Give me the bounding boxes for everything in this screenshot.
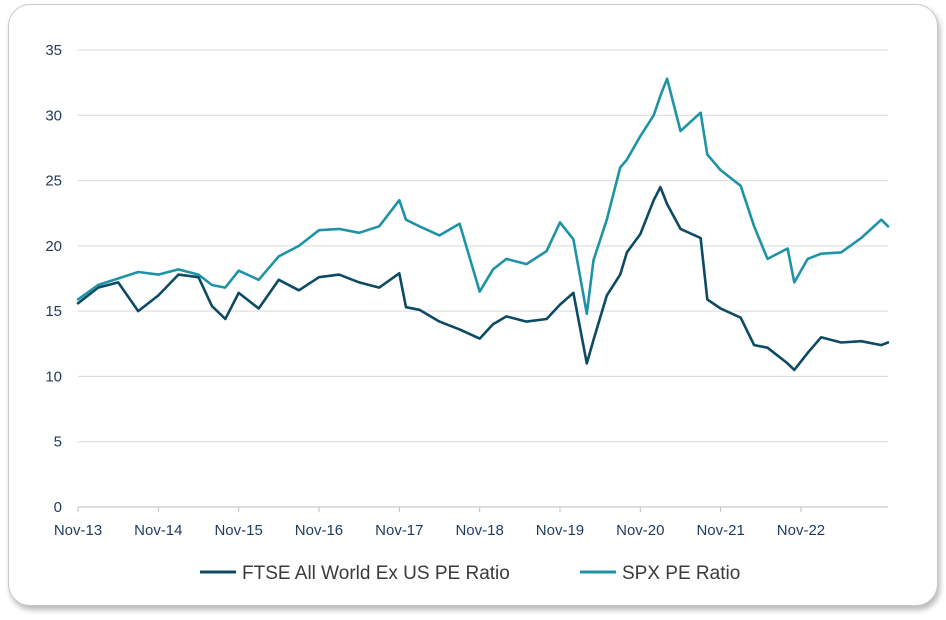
legend: FTSE All World Ex US PE Ratio SPX PE Rati… <box>200 563 740 584</box>
y-tick-label: 0 <box>54 499 62 516</box>
x-tick-label: Nov-14 <box>134 522 182 539</box>
series-line-2 <box>76 77 890 316</box>
y-tick-label: 20 <box>45 238 62 255</box>
x-tick-label: Nov-18 <box>455 522 503 539</box>
x-tick-label: Nov-16 <box>295 522 343 539</box>
y-tick-label: 30 <box>45 107 62 124</box>
x-tick-label: Nov-15 <box>214 522 262 539</box>
y-tick-label: 15 <box>45 303 62 320</box>
y-axis-ticks: 0 5 10 15 20 25 30 35 <box>45 42 62 516</box>
y-tick-label: 35 <box>45 42 62 59</box>
x-axis-ticks: Nov-13 Nov-14 Nov-15 Nov-16 Nov-17 Nov-18 Nov-… <box>54 507 825 539</box>
legend-label: SPX PE Ratio <box>622 563 740 584</box>
chart-card <box>8 4 938 606</box>
y-tick-label: 10 <box>45 368 62 385</box>
x-tick-label: Nov-19 <box>536 522 584 539</box>
gridlines <box>78 49 888 443</box>
x-tick-label: Nov-20 <box>616 522 664 539</box>
legend-label: FTSE All World Ex US PE Ratio <box>242 563 510 584</box>
y-tick-label: 25 <box>45 173 62 190</box>
x-tick-label: Nov-22 <box>777 522 825 539</box>
series-line-1 <box>76 185 890 372</box>
y-tick-label: 5 <box>54 434 62 451</box>
x-tick-label: Nov-17 <box>375 522 423 539</box>
series-lines <box>76 77 890 372</box>
x-tick-label: Nov-13 <box>54 522 102 539</box>
x-tick-label: Nov-21 <box>696 522 744 539</box>
